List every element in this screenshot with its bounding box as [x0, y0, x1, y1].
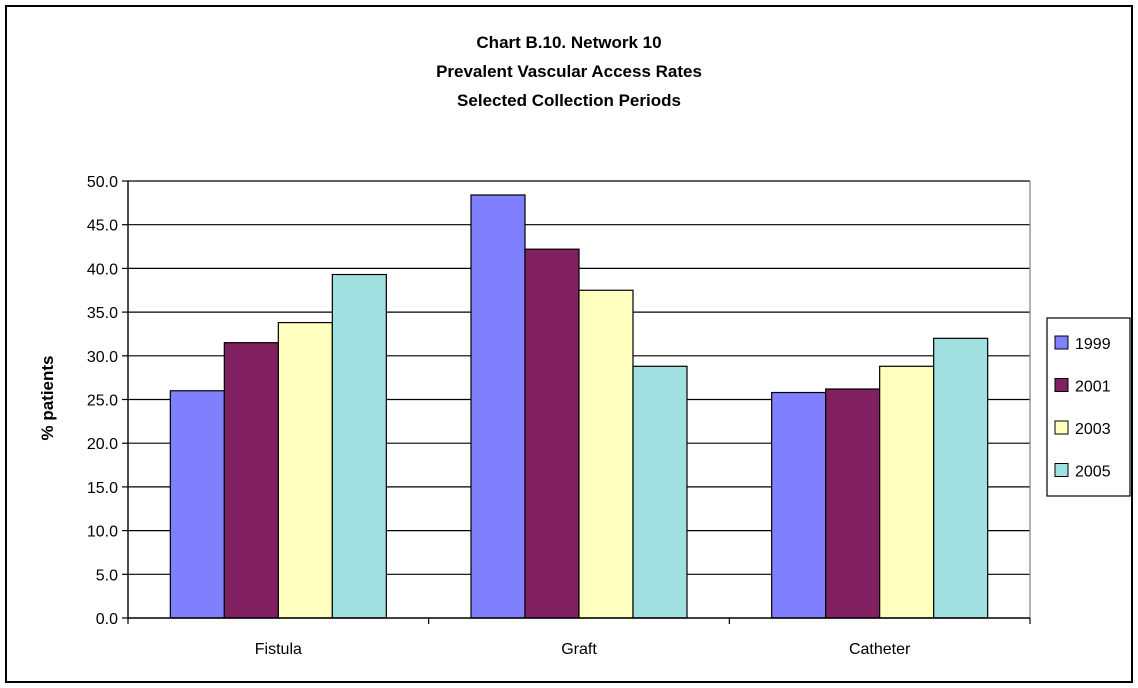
bar-catheter-1999	[771, 391, 827, 619]
y-tick-label: 25.0	[87, 393, 118, 410]
y-tick-label: 5.0	[96, 567, 118, 584]
bar-fistula-1999	[169, 390, 225, 619]
x-category-label: Graft	[561, 641, 597, 658]
legend-swatch-1999	[1054, 335, 1069, 350]
x-category-label: Catheter	[849, 641, 911, 658]
legend-label-2005: 2005	[1075, 464, 1111, 481]
legend-label-1999: 1999	[1075, 336, 1111, 353]
y-axis-label: % patients	[38, 355, 57, 440]
y-tick-label: 30.0	[87, 349, 118, 366]
bar-graft-2003	[578, 289, 634, 619]
legend-swatch-2001	[1054, 378, 1069, 392]
y-tick-label: 50.0	[87, 174, 118, 191]
y-tick-label: 35.0	[87, 305, 118, 322]
legend: 1999 2001 2003 2005	[1046, 317, 1131, 497]
legend-label-2001: 2001	[1075, 379, 1111, 396]
bar-fistula-2001	[223, 342, 279, 619]
chart-title-line-2: Prevalent Vascular Access Rates	[436, 62, 702, 81]
bar-graft-1999	[470, 194, 526, 619]
bar-graft-2001	[524, 248, 580, 619]
y-tick-label: 45.0	[87, 218, 118, 235]
y-tick-label: 40.0	[87, 261, 118, 278]
y-tick-label: 10.0	[87, 524, 118, 541]
bar-catheter-2003	[879, 365, 935, 619]
legend-swatch-2005	[1054, 463, 1069, 477]
legend-swatch-2003	[1054, 420, 1069, 435]
y-tick-label: 20.0	[87, 436, 118, 453]
bars	[169, 194, 989, 619]
y-tick-label: 15.0	[87, 480, 118, 497]
x-category-label: Fistula	[255, 641, 302, 658]
legend-label-2003: 2003	[1075, 421, 1111, 438]
axes: 0.0 5.0 10.0 15.0 20.0 25.0 30.0 35.0 40.0 45.0 50…	[87, 174, 1031, 658]
bar-fistula-2003	[277, 321, 333, 619]
bar-graft-2005	[632, 365, 688, 619]
bar-catheter-2005	[933, 337, 989, 619]
bar-catheter-2001	[825, 388, 881, 619]
y-tick-label: 0.0	[96, 611, 118, 628]
chart-title-line-1: Chart B.10. Network 10	[476, 33, 661, 52]
chart-title-line-3: Selected Collection Periods	[457, 91, 681, 110]
bar-fistula-2005	[331, 273, 387, 619]
